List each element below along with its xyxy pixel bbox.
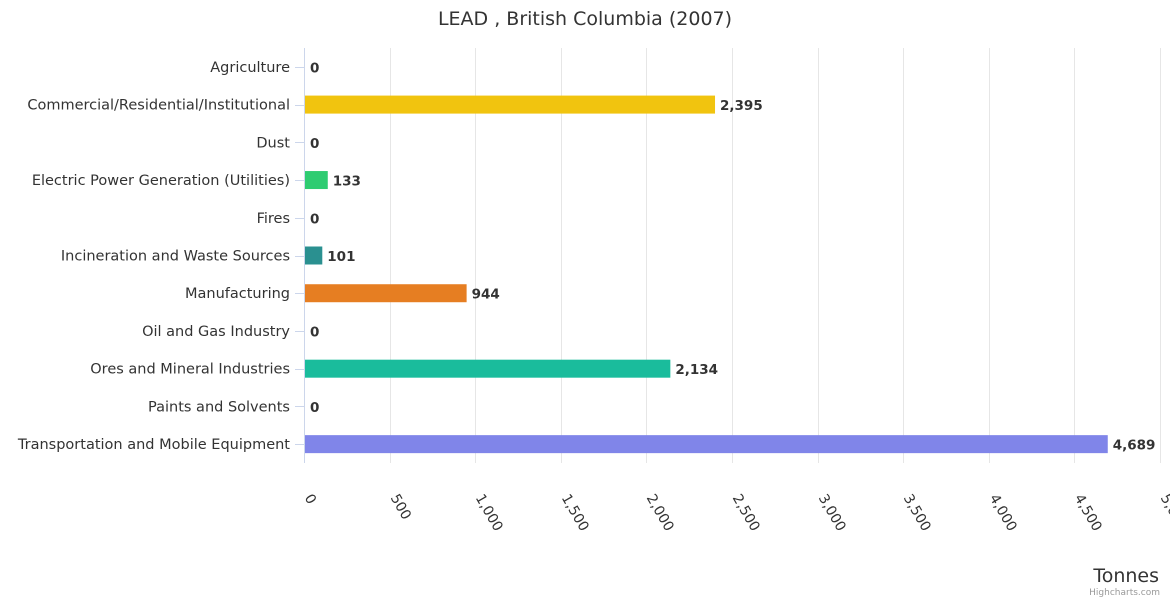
category-labels: Agriculture Commercial/Residential/Instit… [17,60,291,453]
value-axis-title: Tonnes [1092,565,1159,587]
category-label-commercial-residential-institutional: Commercial/Residential/Institutional [27,98,290,114]
data-label-dust: 0 [310,136,319,152]
data-label-paints-and-solvents: 0 [310,400,319,416]
bar-electric-power-generation-utilities [305,171,328,190]
data-label-ores-and-mineral-industries: 2,134 [675,362,718,378]
bar-transportation-and-mobile-equipment [305,435,1108,454]
category-axis [295,48,305,463]
gridlines [390,48,1161,463]
category-label-dust: Dust [256,135,290,151]
category-label-electric-power-generation-utilities: Electric Power Generation (Utilities) [32,173,290,189]
data-label-incineration-and-waste-sources: 101 [327,249,355,265]
bar-commercial-residential-institutional [305,95,716,114]
category-label-fires: Fires [257,211,290,227]
data-label-commercial-residential-institutional: 2,395 [720,98,763,114]
bar-manufacturing [305,284,467,303]
chart-title: LEAD , British Columbia (2007) [438,8,732,30]
category-label-agriculture: Agriculture [210,60,290,76]
category-label-ores-and-mineral-industries: Ores and Mineral Industries [90,362,290,378]
data-label-manufacturing: 944 [472,287,500,303]
data-labels: 0 2,395 0 133 0 101 944 0 2,134 0 4,689 [310,60,1155,453]
data-label-fires: 0 [310,211,319,227]
bar-ores-and-mineral-industries [305,359,671,378]
bars [305,95,1108,454]
category-label-manufacturing: Manufacturing [185,286,290,302]
data-label-electric-power-generation-utilities: 133 [333,174,361,190]
bar-incineration-and-waste-sources [305,246,323,265]
category-label-oil-and-gas-industry: Oil and Gas Industry [142,324,290,340]
category-label-paints-and-solvents: Paints and Solvents [148,399,290,415]
data-label-agriculture: 0 [310,60,319,76]
category-label-transportation-and-mobile-equipment: Transportation and Mobile Equipment [17,437,290,453]
data-label-oil-and-gas-industry: 0 [310,324,319,340]
data-label-transportation-and-mobile-equipment: 4,689 [1113,438,1156,454]
credits-link[interactable]: Highcharts.com [1089,588,1160,598]
category-label-incineration-and-waste-sources: Incineration and Waste Sources [61,249,290,265]
